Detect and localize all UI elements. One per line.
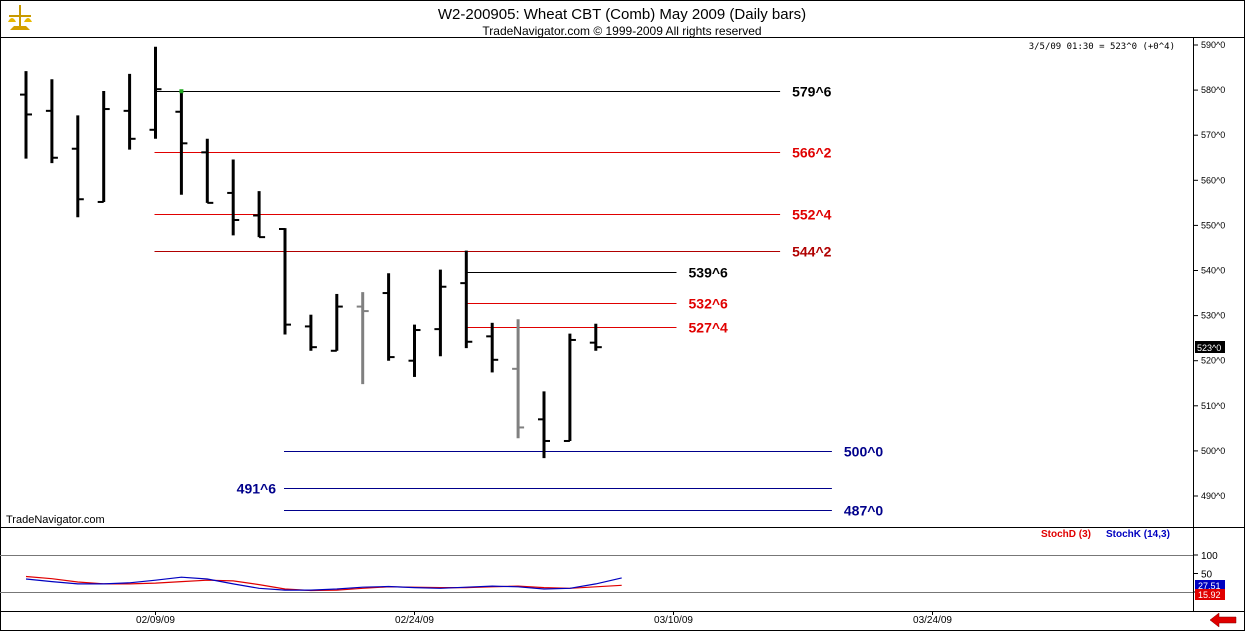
level-lines: 579^6 566^2 552^4 544^2 539^6 532^6 527^4 500^0… [154,84,884,519]
ohlc-bar [71,115,84,218]
level-label: 552^4 [792,207,832,223]
date-tick-label: 03/10/09 [654,615,693,626]
ohlc-bar [589,323,602,351]
legend-stoch-k: StochK (14,3) [1106,529,1170,540]
ohlc-bar [486,322,499,373]
level-label: 544^2 [792,244,832,260]
legend-stoch-d: StochD (3) [1041,529,1091,540]
stoch-d-value-tag: 15.92 [1195,589,1225,600]
ohlc-bar [304,314,317,351]
price-tick-label: 510^0 [1201,401,1225,411]
ohlc-bar [175,90,188,195]
price-readout: 3/5/09 01:30 = 523^0 (+0^4) [1029,42,1175,52]
ohlc-bar [149,46,162,139]
stoch-k-value-tag: 27.51 [1195,580,1225,591]
stoch-series-line [25,576,622,591]
ohlc-bar [356,292,369,385]
ohlc-bar [434,269,447,357]
ohlc-bar [563,333,576,442]
level-label: 566^2 [792,145,832,161]
ohlc-bar [45,79,58,164]
svg-text:15.92: 15.92 [1198,590,1221,600]
chart-subtitle: TradeNavigator.com © 1999-2009 All right… [482,24,761,38]
ohlc-bar [512,319,525,439]
level-label: 539^6 [689,265,729,281]
svg-text:27.51: 27.51 [1198,581,1221,591]
stoch-tick-label: 100 [1201,551,1218,562]
ohlc-bar [538,391,550,459]
price-tick-label: 560^0 [1201,175,1225,185]
marker-dot [179,89,184,94]
date-tick-label: 02/09/09 [136,615,175,626]
price-tick-label: 500^0 [1201,446,1225,456]
chart-title: W2-200905: Wheat CBT (Comb) May 2009 (Da… [438,6,806,23]
price-axis: 590^0 580^0 570^0 560^0 550^0 540^0 530^0 520^0… [1193,40,1225,501]
price-tick-label: 590^0 [1201,40,1225,50]
date-tick-label: 03/24/09 [913,615,952,626]
date-axis: 02/09/09 02/24/09 03/10/09 03/24/09 [136,611,952,626]
date-tick-label: 02/24/09 [395,615,434,626]
ohlc-bar [460,250,473,349]
stoch-tick-label: 50 [1201,570,1213,581]
ohlc-bar [97,91,110,203]
level-label: 527^4 [689,320,729,336]
level-label: 579^6 [792,84,832,100]
level-label: 487^0 [844,503,884,519]
price-tick-label: 530^0 [1201,311,1225,321]
ohlc-bar [382,273,395,361]
price-tick-label: 490^0 [1201,491,1225,501]
watermark: TradeNavigator.com [6,514,105,526]
ohlc-bar [253,191,266,239]
svg-text:523^0: 523^0 [1197,343,1221,353]
ohlc-bar [201,138,214,204]
scroll-left-arrow-icon[interactable] [1209,612,1237,628]
stoch-lines [25,575,622,592]
ohlc-bar [123,73,136,150]
last-price-tag: 523^0 [1195,341,1225,353]
stoch-series-line [25,575,622,592]
ohlc-bar [20,71,32,159]
level-label: 532^6 [689,296,729,312]
price-tick-label: 570^0 [1201,130,1225,140]
ohlc-bar [408,324,421,377]
level-label: 500^0 [844,444,884,460]
trade-navigator-logo[interactable] [6,4,34,34]
price-tick-label: 580^0 [1201,85,1225,95]
price-tick-label: 540^0 [1201,266,1225,276]
price-tick-label: 520^0 [1201,356,1225,366]
ohlc-bars [20,46,602,459]
ohlc-bar [279,228,291,335]
level-label: 491^6 [237,481,277,497]
ohlc-bar [227,159,240,236]
price-tick-label: 550^0 [1201,220,1225,230]
ohlc-bar [330,293,343,352]
